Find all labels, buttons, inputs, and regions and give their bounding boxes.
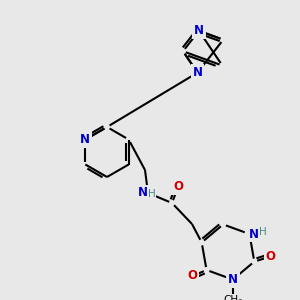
- Text: N: N: [248, 227, 258, 241]
- Text: N: N: [228, 273, 238, 286]
- Text: H: H: [259, 227, 266, 237]
- Text: O: O: [265, 250, 275, 263]
- Text: N: N: [80, 133, 90, 146]
- Text: N: N: [138, 187, 148, 200]
- Text: O: O: [188, 269, 198, 283]
- Text: H: H: [148, 189, 156, 199]
- Text: N: N: [193, 66, 202, 79]
- Text: CH₃: CH₃: [223, 295, 242, 300]
- Text: O: O: [173, 181, 183, 194]
- Text: N: N: [194, 24, 204, 38]
